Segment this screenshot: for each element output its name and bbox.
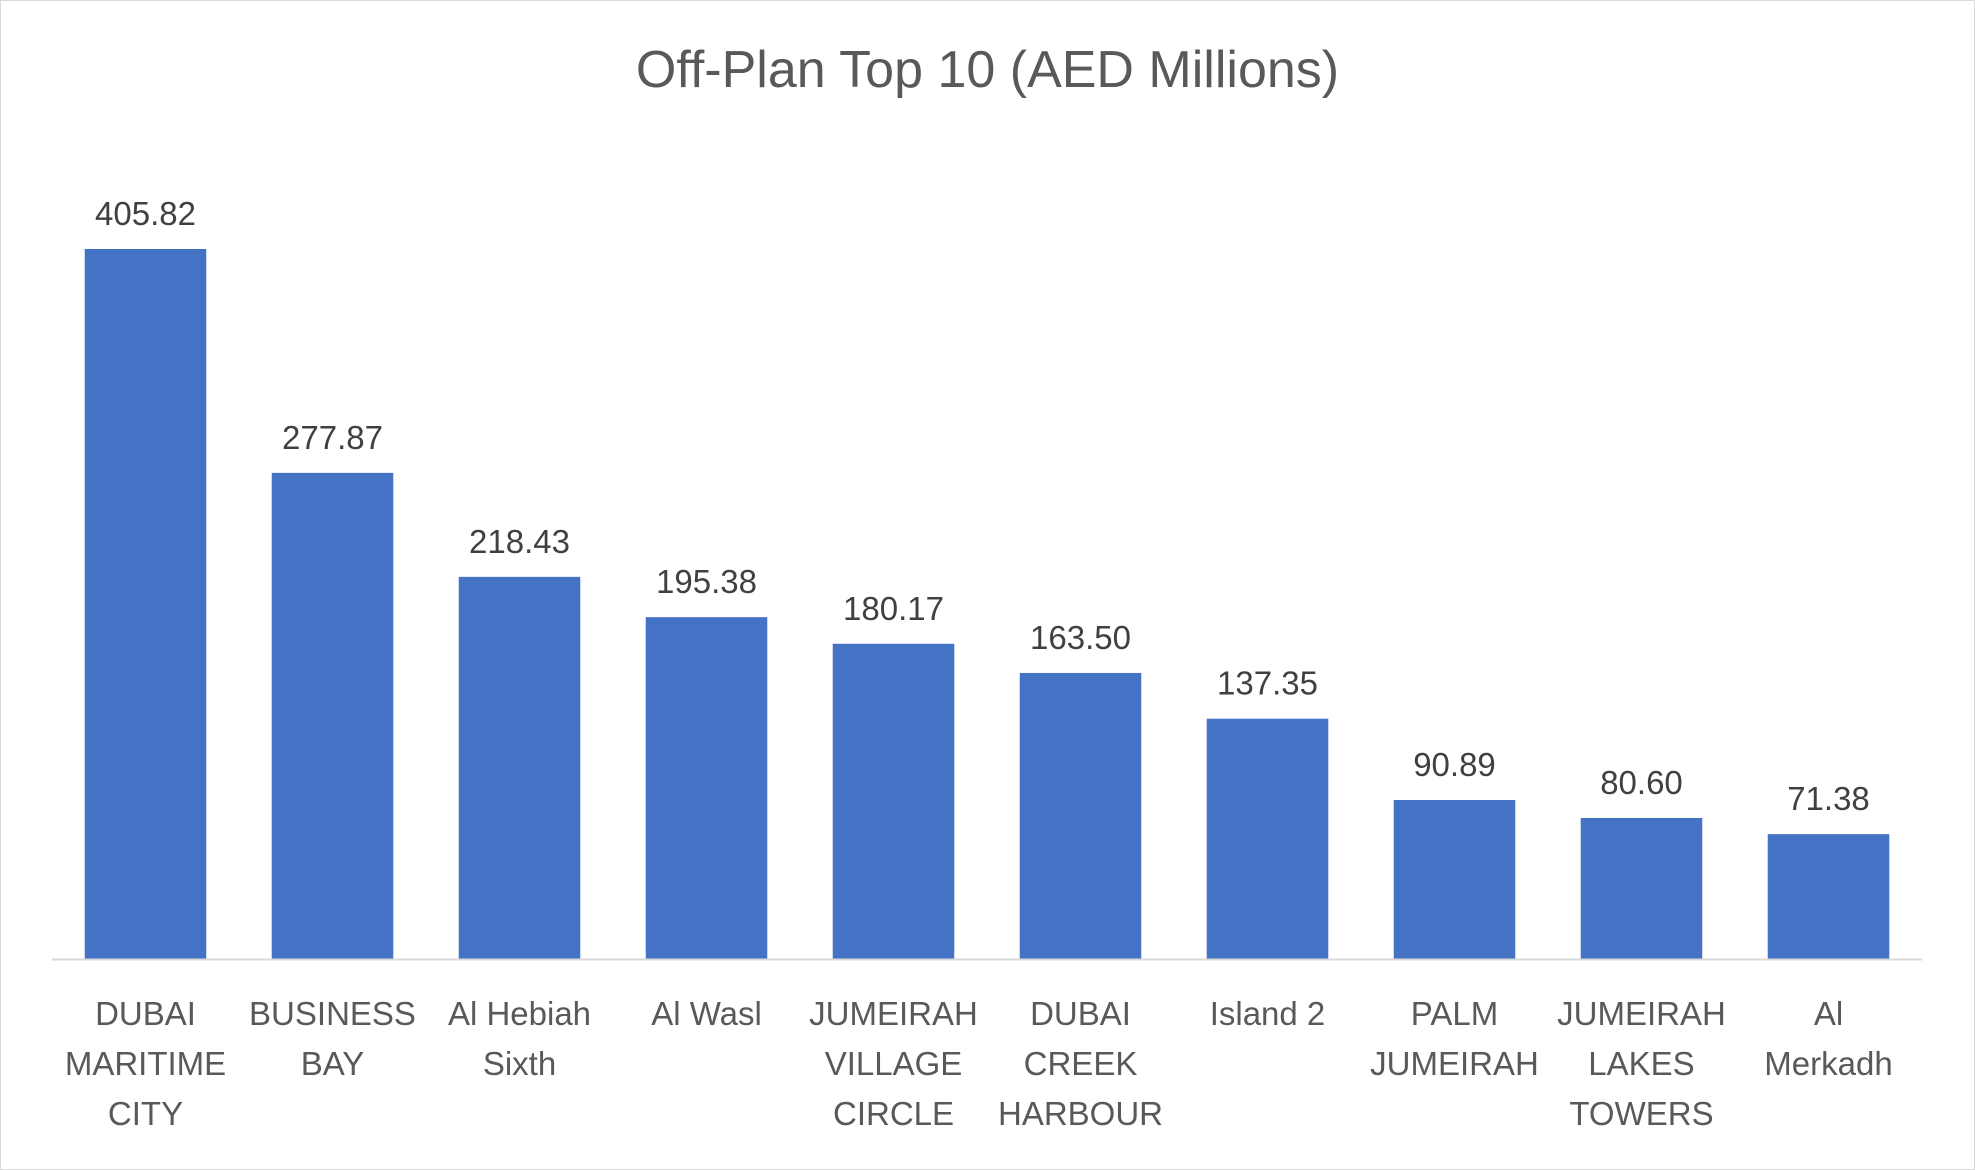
tick-label-5: JUMEIRAH VILLAGE CIRCLE	[809, 995, 978, 1132]
tick-label-2: BUSINESS BAY	[249, 995, 416, 1082]
bar-1	[84, 249, 207, 959]
tick-label-6: DUBAI CREEK HARBOUR	[998, 995, 1163, 1132]
data-label-6: 163.50	[1030, 619, 1131, 656]
data-label-3: 218.43	[469, 523, 570, 560]
chart-title: Off-Plan Top 10 (AED Millions)	[635, 41, 1340, 99]
data-label-8: 90.89	[1413, 746, 1496, 783]
bar-9	[1580, 817, 1703, 959]
data-labels-group: 405.82 277.87 218.43 195.38 180.17 163.50 137.…	[95, 195, 1870, 817]
bar-5	[832, 643, 955, 959]
tick-label-7: Island 2	[1210, 995, 1326, 1032]
tick-labels-group: DUBAI MARITIME CITY BUSINESS BAY Al Hebiah Six…	[65, 995, 1893, 1132]
bar-4	[645, 617, 768, 959]
tick-label-4: Al Wasl	[651, 995, 762, 1032]
tick-label-10: Al Merkadh	[1764, 995, 1892, 1082]
bars-group	[84, 249, 1890, 959]
bar-3	[458, 576, 581, 959]
bar-10	[1767, 834, 1890, 959]
tick-label-9: JUMEIRAH LAKES TOWERS	[1557, 995, 1726, 1132]
data-label-4: 195.38	[656, 563, 757, 600]
tick-label-1: DUBAI MARITIME CITY	[65, 995, 226, 1132]
data-label-2: 277.87	[282, 419, 383, 456]
bar-7	[1206, 718, 1329, 959]
data-label-5: 180.17	[843, 590, 944, 627]
bar-8	[1393, 799, 1516, 959]
tick-label-8: PALM JUMEIRAH	[1370, 995, 1539, 1082]
bar-2	[271, 472, 394, 959]
data-label-1: 405.82	[95, 195, 196, 232]
data-label-7: 137.35	[1217, 665, 1318, 702]
tick-label-3: Al Hebiah Sixth	[448, 995, 591, 1082]
bar-6	[1019, 672, 1142, 959]
data-label-9: 80.60	[1600, 764, 1683, 801]
data-label-10: 71.38	[1787, 780, 1870, 817]
